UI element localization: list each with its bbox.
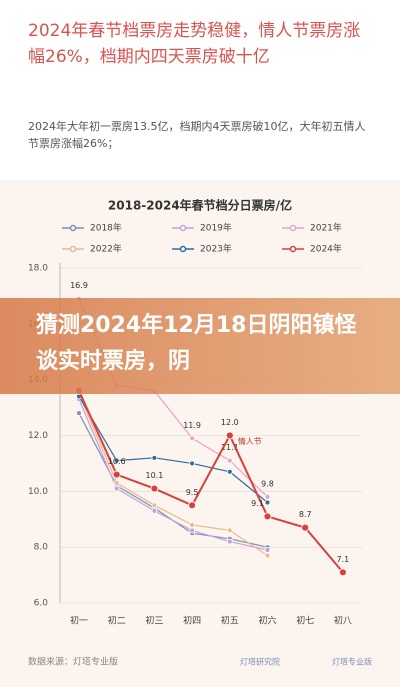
point (189, 435, 196, 442)
legend-marker (69, 224, 77, 232)
legend-label: 2024年 (310, 243, 342, 255)
point (189, 527, 196, 534)
value-label: 10.6 (108, 457, 126, 466)
point (264, 547, 271, 553)
point (189, 460, 196, 467)
y-tick-label: 18.0 (28, 264, 48, 274)
point (189, 521, 196, 528)
legend-label: 2018年 (90, 222, 122, 234)
source: 数据来源：灯塔专业版 (28, 656, 118, 668)
legend-marker (179, 245, 187, 253)
value-label: 9.5 (186, 488, 199, 497)
value-label: 16.9 (70, 281, 88, 290)
x-tick-label: 初八 (334, 615, 352, 627)
point (264, 499, 271, 506)
x-tick-label: 初二 (108, 615, 126, 627)
legend-marker (289, 245, 297, 253)
point (151, 507, 158, 514)
point (150, 484, 159, 493)
chart-card (0, 180, 400, 687)
series-line (78, 396, 268, 503)
y-tick-label: 10.0 (28, 487, 48, 497)
x-tick-label: 初六 (258, 615, 276, 627)
banner: 猜测2024年12月18日阴阳镇怪谈实时票房，阴 (0, 298, 400, 394)
value-label: 8.7 (299, 510, 312, 519)
x-tick-label: 初三 (145, 615, 163, 627)
point (112, 470, 121, 479)
value-label: 10.1 (145, 471, 163, 480)
point (113, 485, 120, 492)
value-label: 9.8 (261, 479, 274, 488)
point (338, 568, 347, 577)
x-tick-label: 初七 (296, 615, 314, 627)
annotation: 情人节 (238, 436, 262, 446)
point (226, 457, 233, 464)
legend-marker (179, 224, 187, 232)
point (225, 431, 234, 440)
series-line (78, 393, 268, 557)
legend-marker (69, 245, 77, 253)
legend-marker (289, 224, 297, 232)
point (151, 454, 158, 461)
point (76, 410, 82, 417)
legend-label: 2023年 (200, 243, 232, 255)
value-label: 11.9 (183, 421, 201, 430)
summary: 2024年大年初一票房13.5亿，档期内4天票房破10亿，大年初五情人节票房涨幅… (28, 120, 366, 150)
value-label: 12.0 (221, 418, 239, 427)
legend-label: 2022年 (90, 243, 122, 255)
point (263, 512, 272, 521)
chart-title: 2018-2024年春节档分日票房/亿 (108, 198, 292, 213)
point (226, 527, 233, 534)
point (226, 468, 233, 475)
series-line (78, 398, 268, 551)
point (113, 457, 120, 464)
point (226, 538, 233, 545)
point (188, 501, 197, 510)
legend-label: 2021年 (310, 222, 342, 234)
point (301, 523, 310, 532)
y-tick-label: 8.0 (34, 543, 49, 553)
headline: 2024年春节档票房走势稳健，情人节票房涨幅26%，档期内四天票房破十亿 (28, 21, 361, 67)
logo: 灯塔专业版 (332, 657, 372, 667)
point (113, 480, 120, 486)
y-tick-label: 6.0 (34, 599, 49, 609)
y-tick-label: 12.0 (28, 431, 48, 441)
point (151, 502, 158, 509)
legend-label: 2019年 (200, 222, 232, 234)
x-tick-label: 初四 (183, 615, 201, 627)
series-line (78, 390, 344, 573)
point (264, 552, 271, 559)
logo: 灯塔研究院 (240, 657, 280, 667)
value-label: 11.1 (221, 443, 239, 452)
x-tick-label: 初一 (70, 615, 88, 627)
value-label: 9.1 (251, 499, 264, 508)
banner-text: 猜测2024年12月18日阴阳镇怪谈实时票房，阴 (36, 313, 357, 374)
x-tick-label: 初五 (221, 615, 239, 627)
point (264, 494, 271, 500)
value-label: 7.1 (337, 555, 350, 564)
